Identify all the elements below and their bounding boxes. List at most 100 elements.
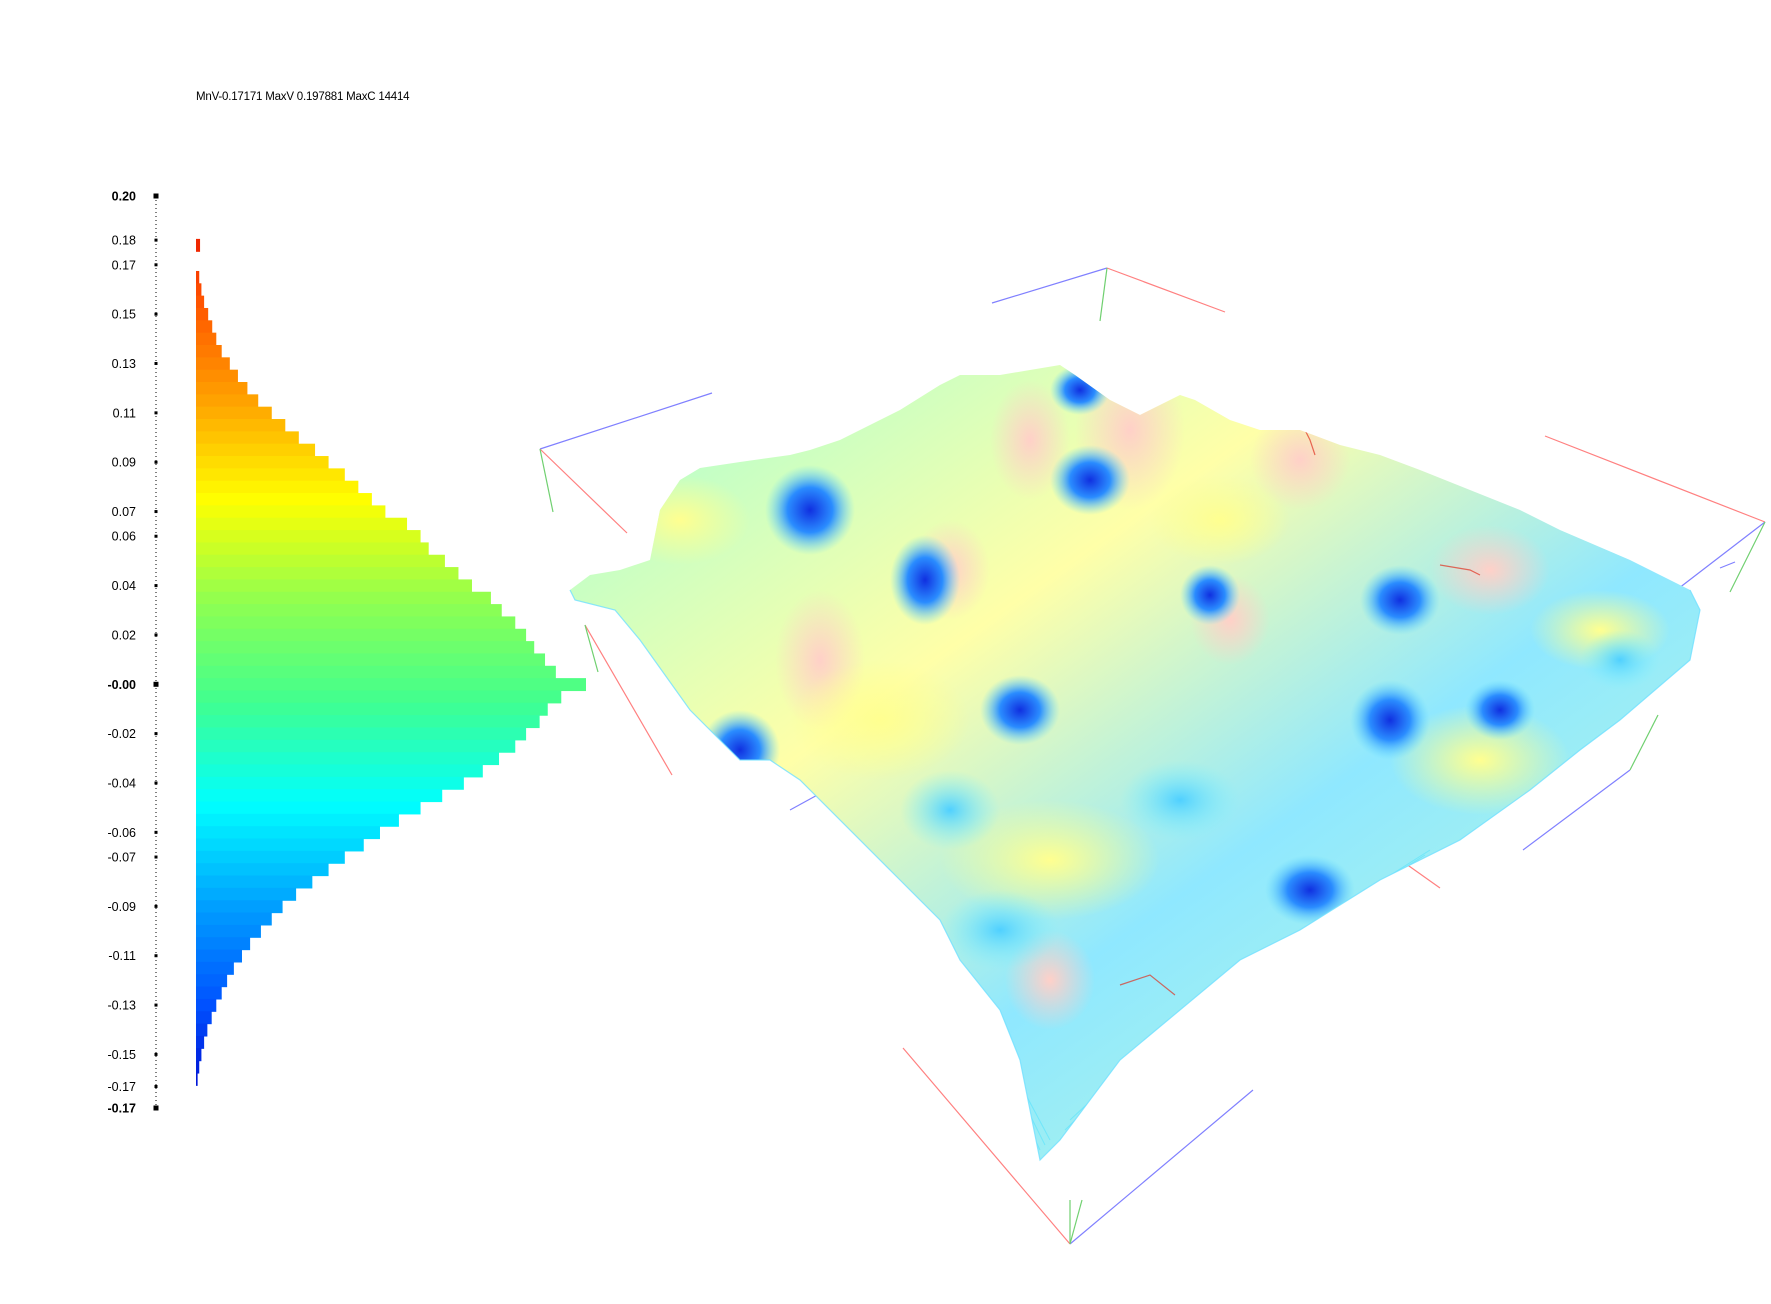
- y-tick-mark: [154, 1003, 158, 1007]
- y-tick-label: -0.06: [108, 826, 137, 840]
- y-tick-mark: [154, 732, 158, 736]
- y-tick-mark: [154, 904, 158, 908]
- y-tick-label: 0.04: [112, 579, 136, 593]
- y-tick-mark: [154, 584, 158, 588]
- histogram-bar: [196, 641, 535, 655]
- histogram-bar: [196, 801, 421, 815]
- histogram-bar: [196, 1011, 212, 1025]
- histogram-bar: [196, 369, 238, 383]
- y-tick-label: -0.17: [108, 1080, 137, 1094]
- y-tick-mark: [154, 830, 158, 834]
- histogram-bar: [196, 530, 421, 544]
- histogram-bar: [196, 924, 261, 938]
- y-tick-label: -0.00: [108, 678, 137, 692]
- y-tick-mark: [153, 681, 159, 687]
- y-tick-label: -0.11: [108, 949, 136, 963]
- histogram-bar: [196, 1035, 205, 1049]
- y-tick-label: -0.17: [108, 1102, 137, 1116]
- y-tick-mark: [154, 633, 158, 637]
- histogram-bar: [196, 431, 299, 445]
- y-tick-label: 0.15: [112, 308, 136, 322]
- histogram-bar: [196, 875, 313, 889]
- histogram-bar: [196, 419, 286, 432]
- y-tick-mark: [153, 193, 159, 199]
- histogram-bar: [196, 295, 205, 309]
- y-tick-label: 0.17: [112, 258, 136, 272]
- histogram-bar: [196, 579, 472, 593]
- histogram-bar: [196, 665, 556, 679]
- histogram-bar: [196, 727, 527, 741]
- y-tick-mark: [154, 238, 158, 242]
- histogram-bar: [196, 900, 283, 914]
- y-tick-label: 0.02: [112, 628, 136, 642]
- histogram-bar: [196, 567, 459, 581]
- y-tick-label: -0.07: [108, 851, 137, 865]
- histogram-bar: [196, 813, 399, 827]
- histogram-bar: [196, 406, 272, 420]
- y-tick-mark: [154, 855, 158, 859]
- y-tick-label: -0.13: [108, 999, 137, 1013]
- histogram-bar: [196, 357, 230, 371]
- y-tick-label: 0.11: [113, 406, 136, 420]
- y-tick-mark: [154, 510, 158, 514]
- y-tick-mark: [154, 534, 158, 538]
- histogram-bar: [196, 986, 222, 1000]
- histogram-bar: [196, 394, 259, 408]
- histogram-bar: [196, 702, 548, 716]
- histogram-bar: [196, 789, 443, 803]
- y-tick-mark: [154, 1085, 158, 1089]
- histogram-bar: [196, 238, 201, 252]
- histogram-bar: [196, 382, 248, 395]
- histogram-bar: [196, 320, 213, 334]
- surface-plot: [569, 365, 1701, 1162]
- bounding-box-front: [1069, 561, 1736, 1244]
- histogram-bar: [196, 690, 562, 704]
- histogram-bar: [196, 332, 217, 346]
- histogram-bar: [196, 764, 483, 778]
- histogram-bar: [196, 1072, 198, 1086]
- histogram-bar: [196, 270, 200, 284]
- histogram-bar: [196, 505, 386, 519]
- histogram-bar: [196, 1048, 202, 1062]
- y-tick-label: -0.09: [108, 900, 137, 914]
- histogram-bar: [196, 826, 380, 840]
- y-tick-label: 0.06: [112, 530, 136, 544]
- histogram-bar: [196, 468, 345, 482]
- y-tick-label: 0.09: [112, 456, 136, 470]
- y-tick-mark: [154, 781, 158, 785]
- histogram: 0.20 0.18 0.17 0.15 0.13 0.11 0.09 0.07 0.06 0.04…: [108, 190, 586, 1116]
- y-tick-label: 0.20: [112, 190, 136, 204]
- histogram-bar: [196, 443, 316, 457]
- histogram-bar: [196, 863, 329, 877]
- y-tick-label: 0.18: [112, 234, 136, 248]
- histogram-bar: [196, 344, 222, 358]
- histogram-bar: [196, 1023, 208, 1037]
- y-tick-label: -0.15: [108, 1048, 137, 1062]
- histogram-bar: [196, 912, 272, 926]
- histogram-bar: [196, 887, 297, 901]
- histogram-bar: [196, 307, 209, 321]
- histogram-bar: [196, 974, 228, 988]
- histogram-bar: [196, 949, 242, 963]
- histogram-bar: [196, 715, 540, 729]
- histogram-bar: [196, 752, 500, 766]
- y-tick-label: 0.13: [112, 357, 136, 371]
- histogram-bar: [196, 937, 251, 951]
- y-tick-mark: [154, 411, 158, 415]
- histogram-bar: [196, 1060, 200, 1074]
- histogram-bar: [196, 678, 586, 692]
- histogram-bar: [196, 480, 359, 494]
- histogram-bar: [196, 616, 516, 630]
- histogram-bar: [196, 283, 202, 297]
- y-tick-mark: [154, 460, 158, 464]
- histogram-bar: [196, 961, 234, 975]
- y-tick-mark: [154, 1052, 158, 1056]
- histogram-bar: [196, 542, 429, 556]
- y-tick-label: -0.02: [108, 727, 137, 741]
- y-tick-label: 0.07: [112, 505, 136, 519]
- histogram-bar: [196, 554, 445, 568]
- stats-label: MnV-0.17171 MaxV 0.197881 MaxC 14414: [196, 91, 410, 103]
- y-tick-mark: [154, 362, 158, 366]
- histogram-bar: [196, 850, 345, 864]
